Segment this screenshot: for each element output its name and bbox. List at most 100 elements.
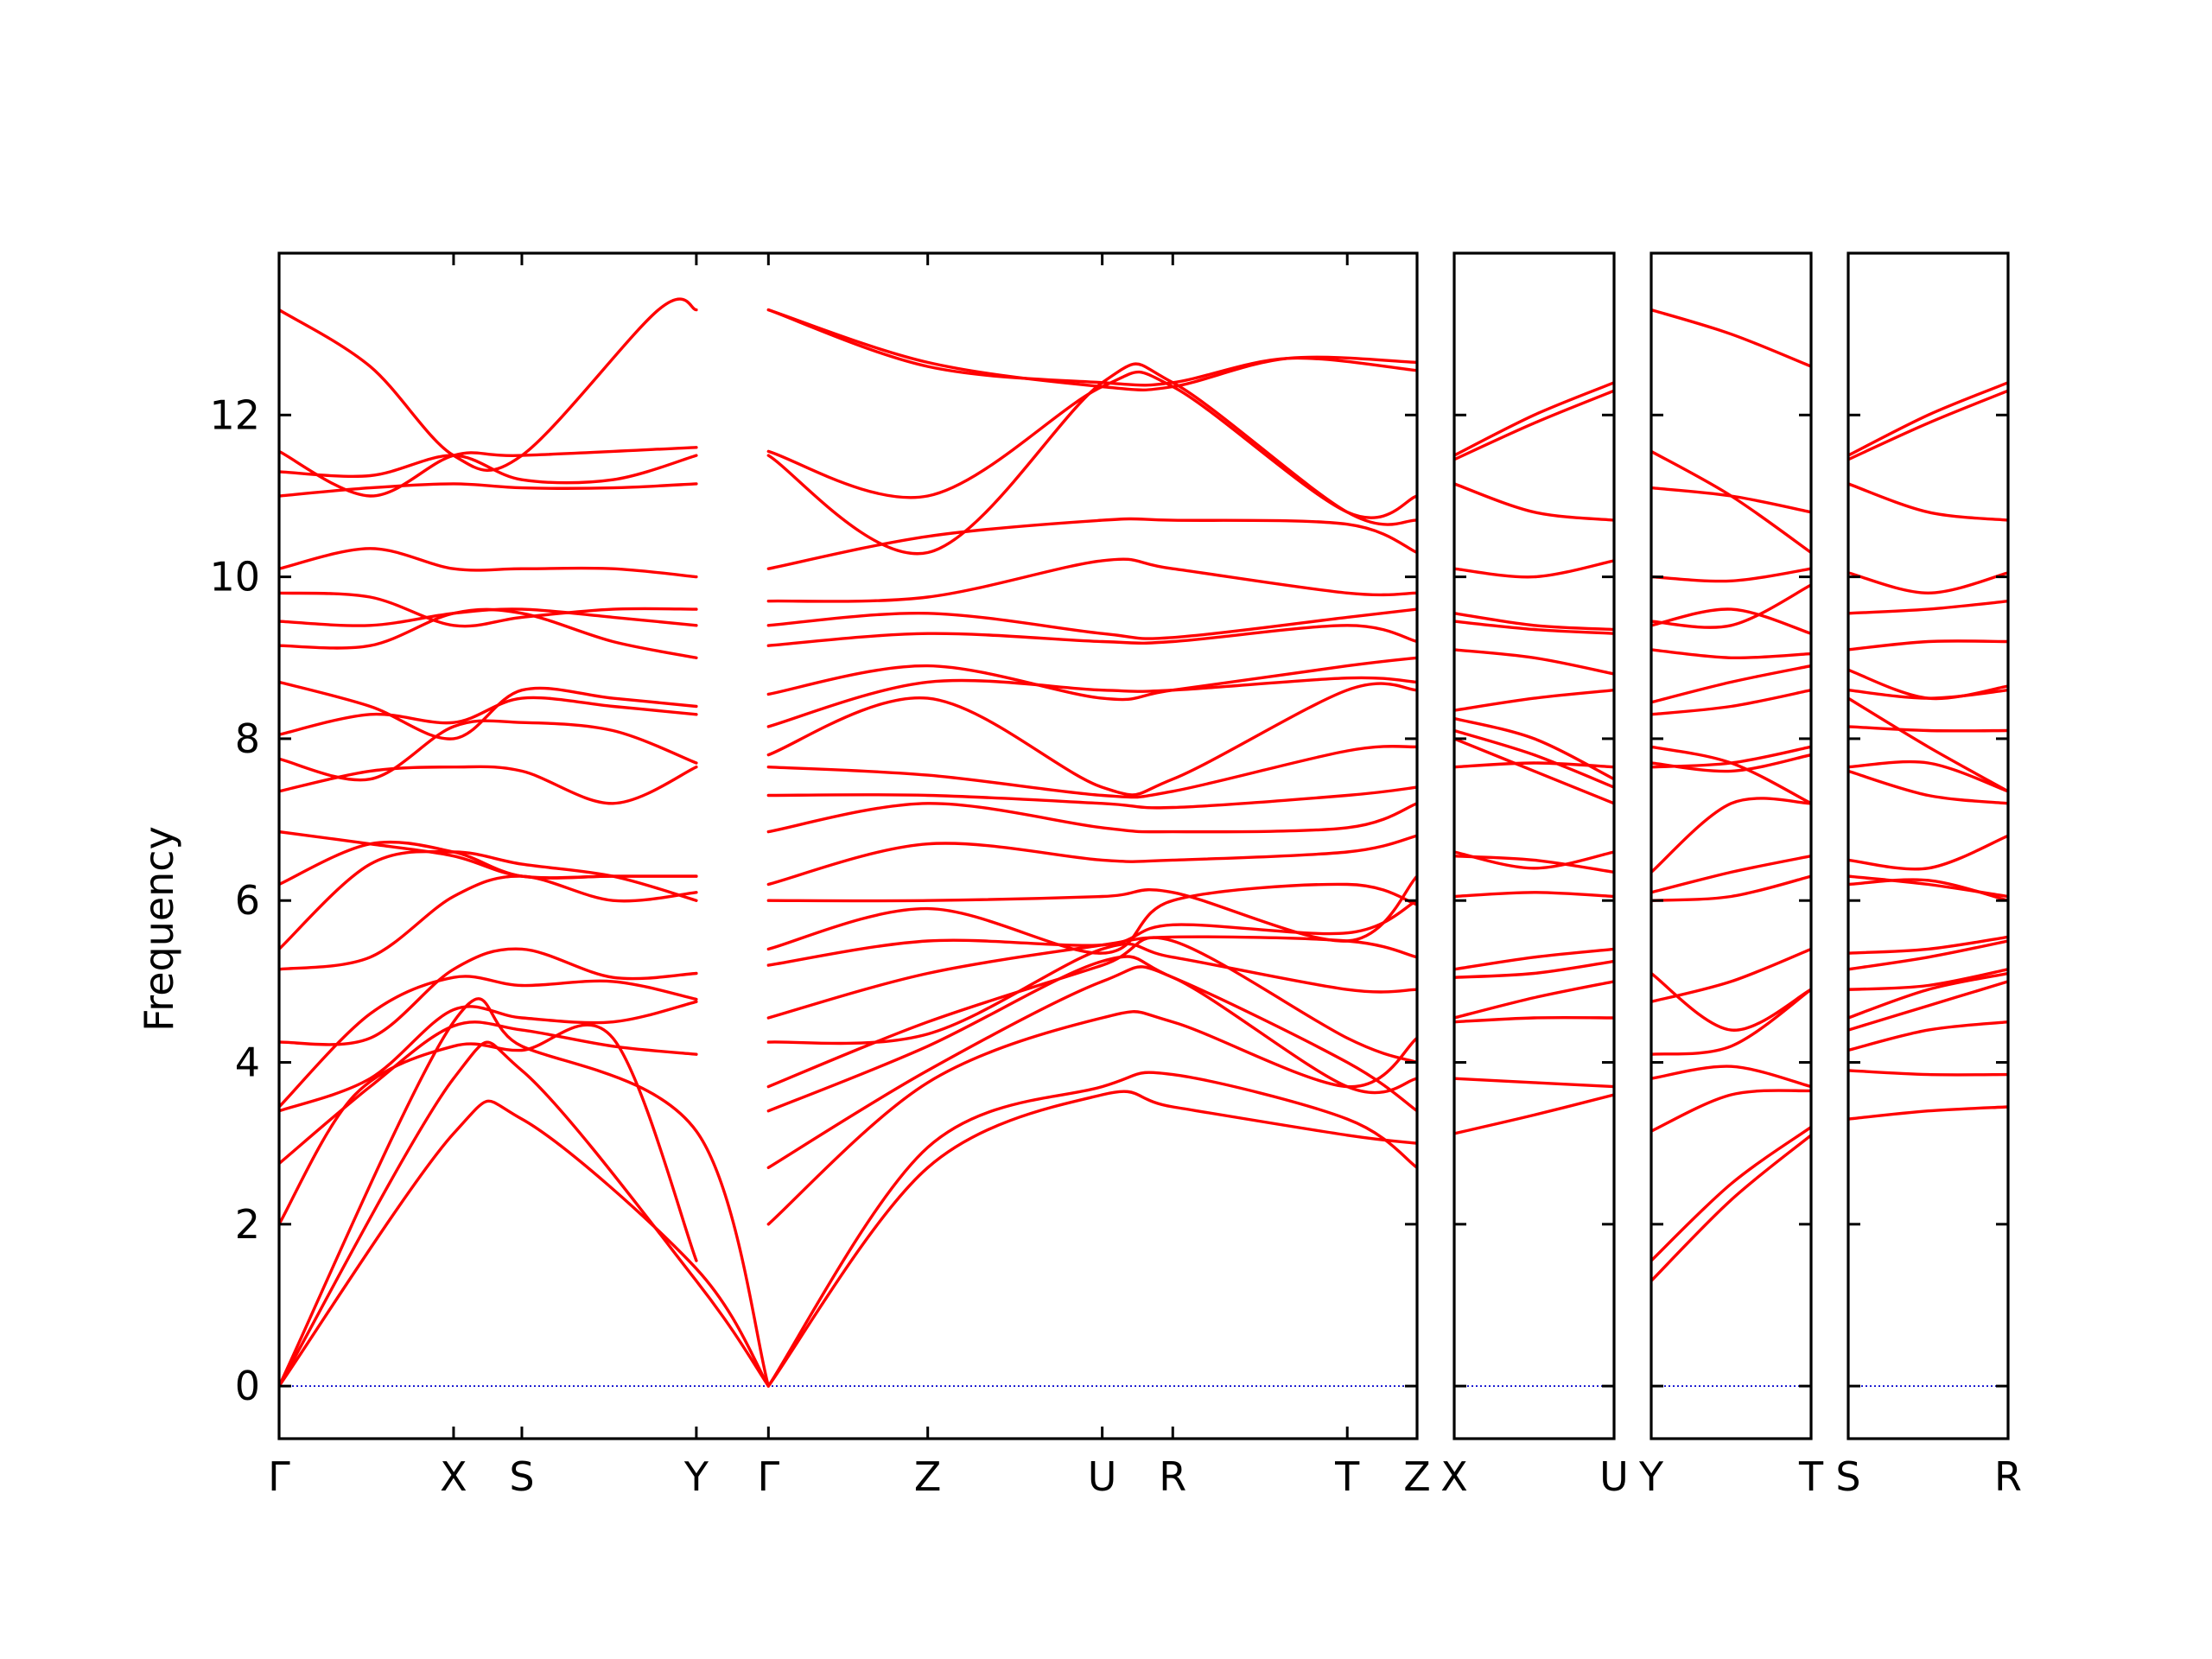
- phonon-band-line: [1848, 1069, 2008, 1077]
- band-group: [1651, 308, 1811, 1283]
- y-tick-label: 10: [209, 554, 260, 601]
- phonon-band-line: [279, 1000, 698, 1113]
- band-group: [279, 297, 1417, 1388]
- phonon-band-line: [279, 975, 698, 1109]
- phonon-band-line: [1848, 571, 2008, 594]
- x-tick-label: X: [440, 1453, 467, 1500]
- phonon-band-line: [1848, 935, 2008, 955]
- phonon-band-line: [279, 765, 698, 805]
- phonon-band-line: [1848, 769, 2008, 805]
- phonon-band-line: [766, 370, 1417, 519]
- phonon-band-line: [766, 874, 1417, 943]
- phonon-band-line: [766, 624, 1417, 647]
- phonon-band-line: [1454, 648, 1614, 676]
- phonon-band-line: [1651, 1125, 1811, 1262]
- phonon-band-line: [279, 874, 698, 971]
- phonon-band-line: [766, 1071, 1417, 1388]
- phonon-band-line: [279, 840, 698, 887]
- y-tick-label: 8: [235, 715, 260, 762]
- phonon-band-line: [1848, 1020, 2008, 1052]
- phonon-band-line: [766, 802, 1417, 834]
- phonon-band-line: [279, 680, 698, 741]
- phonon-band-line: [1454, 980, 1614, 1020]
- phonon-band-line: [279, 297, 698, 472]
- phonon-band-line: [279, 849, 698, 951]
- phonon-band-line: [1454, 1015, 1614, 1024]
- phonon-band-line: [1651, 1134, 1811, 1283]
- x-tick-label: R: [1994, 1453, 2022, 1500]
- phonon-band-line: [1454, 689, 1614, 712]
- x-tick-label: Γ: [757, 1453, 779, 1500]
- phonon-band-line: [1848, 600, 2008, 615]
- phonon-band-line: [1848, 971, 2008, 1020]
- plot-frame: [277, 251, 1419, 1440]
- band-group: [1848, 381, 2008, 1121]
- phonon-band-line: [1651, 971, 1811, 1032]
- x-tick-label: U: [1599, 1453, 1629, 1500]
- phonon-band-line: [1848, 980, 2008, 1032]
- y-axis-label: Frequency: [136, 826, 182, 1032]
- phonon-band-line: [1454, 381, 1614, 457]
- phonon-band-line: [279, 947, 698, 1046]
- phonon-band-line: [766, 308, 1417, 387]
- phonon-band-line: [1651, 664, 1811, 704]
- x-tick-label: R: [1159, 1453, 1186, 1500]
- phonon-band-line: [1454, 482, 1614, 522]
- phonon-band-line: [766, 682, 1417, 797]
- phonon-band-line: [1848, 696, 2008, 793]
- phonon-band-line: [766, 745, 1417, 799]
- x-tick-label: T: [1334, 1453, 1360, 1500]
- y-tick-label: 0: [235, 1363, 260, 1409]
- phonon-band-line: [1848, 878, 2008, 902]
- phonon-band-line: [279, 547, 698, 579]
- phonon-band-line: [766, 834, 1417, 887]
- phonon-band-line: [766, 656, 1417, 702]
- y-tick-label: 4: [235, 1039, 260, 1086]
- phonon-band-line: [1651, 607, 1811, 635]
- phonon-band-line: [1651, 583, 1811, 629]
- x-tick-label: Y: [1638, 1453, 1664, 1500]
- x-tick-label: T: [1798, 1453, 1824, 1500]
- x-tick-label: Z: [914, 1453, 942, 1500]
- phonon-band-line: [1848, 1105, 2008, 1121]
- phonon-band-line: [766, 557, 1417, 603]
- phonon-band-line: [1848, 482, 2008, 522]
- phonon-band-line: [1848, 639, 2008, 652]
- phonon-band-line: [1848, 834, 2008, 871]
- phonon-band-line: [1651, 486, 1811, 514]
- x-tick-label: X: [1440, 1453, 1468, 1500]
- phonon-band-line: [1651, 567, 1811, 583]
- phonon-band-line: [1454, 891, 1614, 899]
- phonon-band-line: [1651, 797, 1811, 874]
- phonon-band-line: [279, 1040, 770, 1388]
- x-tick-label: Y: [683, 1453, 709, 1500]
- phonon-band-line: [279, 591, 698, 628]
- phonon-band-line: [279, 696, 698, 736]
- phonon-band-line: [766, 1090, 1417, 1388]
- phonon-band-line: [1454, 761, 1614, 769]
- phonon-band-line: [279, 607, 698, 659]
- phonon-band-line: [1454, 389, 1614, 461]
- phonon-band-line: [1454, 1093, 1614, 1135]
- phonon-band-line: [766, 942, 1417, 1046]
- phonon-band-line: [1848, 760, 2008, 793]
- phonon-band-line: [1651, 947, 1811, 1003]
- phonon-band-line: [1651, 1065, 1811, 1089]
- phonon-band-line: [1454, 612, 1614, 632]
- plot-frame: [1452, 251, 1616, 1440]
- phonon-band-line: [1454, 959, 1614, 979]
- phonon-band-line: [279, 719, 698, 782]
- phonon-band-line: [1454, 620, 1614, 635]
- phonon-band-line: [766, 882, 1417, 955]
- phonon-band-line: [279, 1023, 698, 1262]
- y-tick-label: 6: [235, 877, 260, 924]
- phonon-band-line: [1848, 725, 2008, 733]
- phonon-band-line: [766, 607, 1417, 640]
- phonon-band-line: [1651, 449, 1811, 555]
- phonon-band-line: [1651, 874, 1811, 902]
